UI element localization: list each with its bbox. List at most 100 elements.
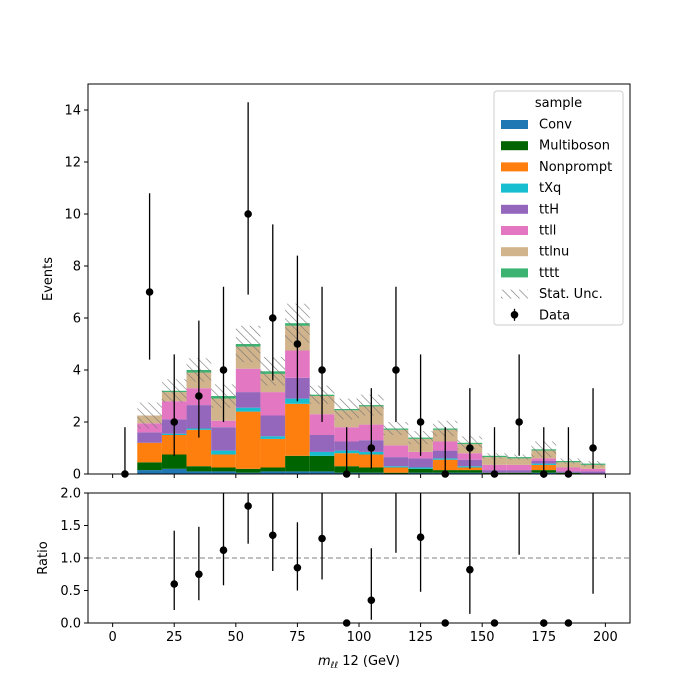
x-tick-label-0: 0 xyxy=(108,630,116,645)
bar-tth-11 xyxy=(383,457,409,467)
data-point-4 xyxy=(219,366,228,374)
bar-conv-7 xyxy=(285,471,310,474)
main-y-axis-label: Events xyxy=(41,257,56,301)
bar-tth-19 xyxy=(580,471,606,474)
legend-label-3: tXq xyxy=(539,181,561,196)
ratio-points xyxy=(170,493,594,627)
bar-conv-4 xyxy=(211,471,236,474)
main-plot-panel: 0 2 4 6 8 10 12 14 Events xyxy=(41,83,631,483)
ratio-point-0 xyxy=(170,580,179,588)
bar-conv-12 xyxy=(408,472,433,474)
ratio-y-axis-label: Ratio xyxy=(36,541,51,574)
bar-tth-12 xyxy=(408,458,433,468)
bar-conv-8 xyxy=(309,471,335,474)
legend-title: sample xyxy=(535,96,582,111)
ratio-y-ticks: 0.0 0.5 1.0 1.5 2.0 xyxy=(60,487,88,632)
bar-tth-6 xyxy=(260,415,286,437)
data-point-16 xyxy=(515,418,523,426)
legend-label-2: Nonprompt xyxy=(539,160,612,175)
ratio-point-12 xyxy=(466,565,474,574)
legend: sample Conv Multiboson Nonprompt tXq ttH ttll t… xyxy=(493,90,624,326)
x-tick-label-8: 200 xyxy=(593,630,618,645)
bar-tth-4 xyxy=(211,427,236,451)
bar-multiboson-10 xyxy=(359,467,384,473)
bar-multiboson-16 xyxy=(506,472,532,474)
bar-txq-6 xyxy=(260,436,286,439)
bar-multiboson-12 xyxy=(408,468,433,473)
bar-ttll-5 xyxy=(235,368,261,393)
main-y-tick-label-3: 6 xyxy=(73,312,81,327)
bar-tth-16 xyxy=(506,470,532,473)
data-point-7 xyxy=(293,340,302,348)
bar-txq-12 xyxy=(408,467,433,469)
stat-unc-11 xyxy=(383,422,409,435)
bar-nonprompt-4 xyxy=(211,454,236,468)
legend-label-5: ttll xyxy=(539,224,556,239)
ratio-y-tick-label-3: 1.5 xyxy=(60,519,81,534)
bar-tth-1 xyxy=(137,432,162,443)
legend-swatch-2 xyxy=(501,162,528,172)
bar-nonprompt-7 xyxy=(285,403,310,456)
stat-unc-5 xyxy=(235,325,261,363)
bar-multiboson-11 xyxy=(383,472,409,474)
legend-label-4: ttH xyxy=(539,202,559,217)
bar-multiboson-4 xyxy=(211,467,236,472)
legend-swatch-4 xyxy=(501,204,528,214)
x-tick-label-3: 75 xyxy=(289,630,306,645)
bar-multiboson-2 xyxy=(161,454,187,469)
data-point-1 xyxy=(145,288,154,296)
legend-swatch-data xyxy=(510,311,519,319)
bar-ttlnu-16 xyxy=(506,458,532,465)
data-point-5 xyxy=(244,210,252,218)
bar-conv-10 xyxy=(359,472,384,474)
main-x-ticks xyxy=(112,474,606,478)
x-tick-label-1: 25 xyxy=(166,630,183,645)
legend-label-0: Conv xyxy=(539,118,572,133)
bar-multiboson-3 xyxy=(186,466,212,472)
ratio-point-3 xyxy=(244,502,252,510)
data-point-11 xyxy=(392,366,400,374)
x-tick-label-2: 50 xyxy=(228,630,245,645)
main-y-tick-label-5: 10 xyxy=(64,208,81,223)
data-point-19 xyxy=(589,444,597,452)
bar-multiboson-8 xyxy=(309,455,335,472)
legend-label-7: tttt xyxy=(539,266,559,281)
data-point-3 xyxy=(195,392,203,400)
legend-label-6: ttlnu xyxy=(539,245,569,260)
bar-nonprompt-11 xyxy=(383,467,409,473)
ratio-y-tick-label-0: 0.0 xyxy=(60,617,81,632)
ratio-point-10 xyxy=(416,533,425,541)
bar-conv-3 xyxy=(186,471,212,474)
stat-unc-1 xyxy=(137,402,162,429)
bar-txq-5 xyxy=(235,407,261,412)
legend-swatch-7 xyxy=(501,268,528,278)
ratio-point-1 xyxy=(195,570,203,579)
main-y-tick-label-7: 14 xyxy=(64,104,81,119)
ratio-point-5 xyxy=(293,563,302,572)
bar-txq-4 xyxy=(211,450,236,455)
bar-tth-8 xyxy=(309,435,335,452)
ratio-point-6 xyxy=(318,534,326,543)
bar-conv-1 xyxy=(137,470,162,474)
x-axis-label: mℓℓ 12 (GeV) xyxy=(318,654,400,671)
legend-swatch-0 xyxy=(501,120,528,129)
data-point-14 xyxy=(466,444,474,452)
bar-ttll-11 xyxy=(383,445,409,458)
bar-multiboson-1 xyxy=(137,462,162,471)
bar-ttll-16 xyxy=(506,464,532,471)
bar-ttll-4 xyxy=(211,420,236,428)
ratio-plot-panel: 0 25 50 75 100 125 150 175 200 0.0 0.5 1.0 1.5 2.0 R… xyxy=(36,487,631,645)
bar-conv-2 xyxy=(161,468,187,474)
x-tick-label-6: 150 xyxy=(470,630,495,645)
legend-label-stat-unc: Stat. Unc. xyxy=(539,287,603,302)
x-axis-label-subscript: ℓℓ xyxy=(330,661,338,671)
bar-ttll-6 xyxy=(260,392,286,416)
stat-unc-9 xyxy=(334,398,359,420)
ratio-x-ticks: 0 25 50 75 100 125 150 175 200 xyxy=(108,623,618,645)
data-points xyxy=(121,102,597,478)
legend-swatch-3 xyxy=(501,183,528,193)
bar-ttll-8 xyxy=(309,414,335,435)
ratio-y-tick-label-2: 1.0 xyxy=(60,552,81,567)
bar-multiboson-7 xyxy=(285,455,310,472)
stat-unc-16 xyxy=(506,454,532,460)
